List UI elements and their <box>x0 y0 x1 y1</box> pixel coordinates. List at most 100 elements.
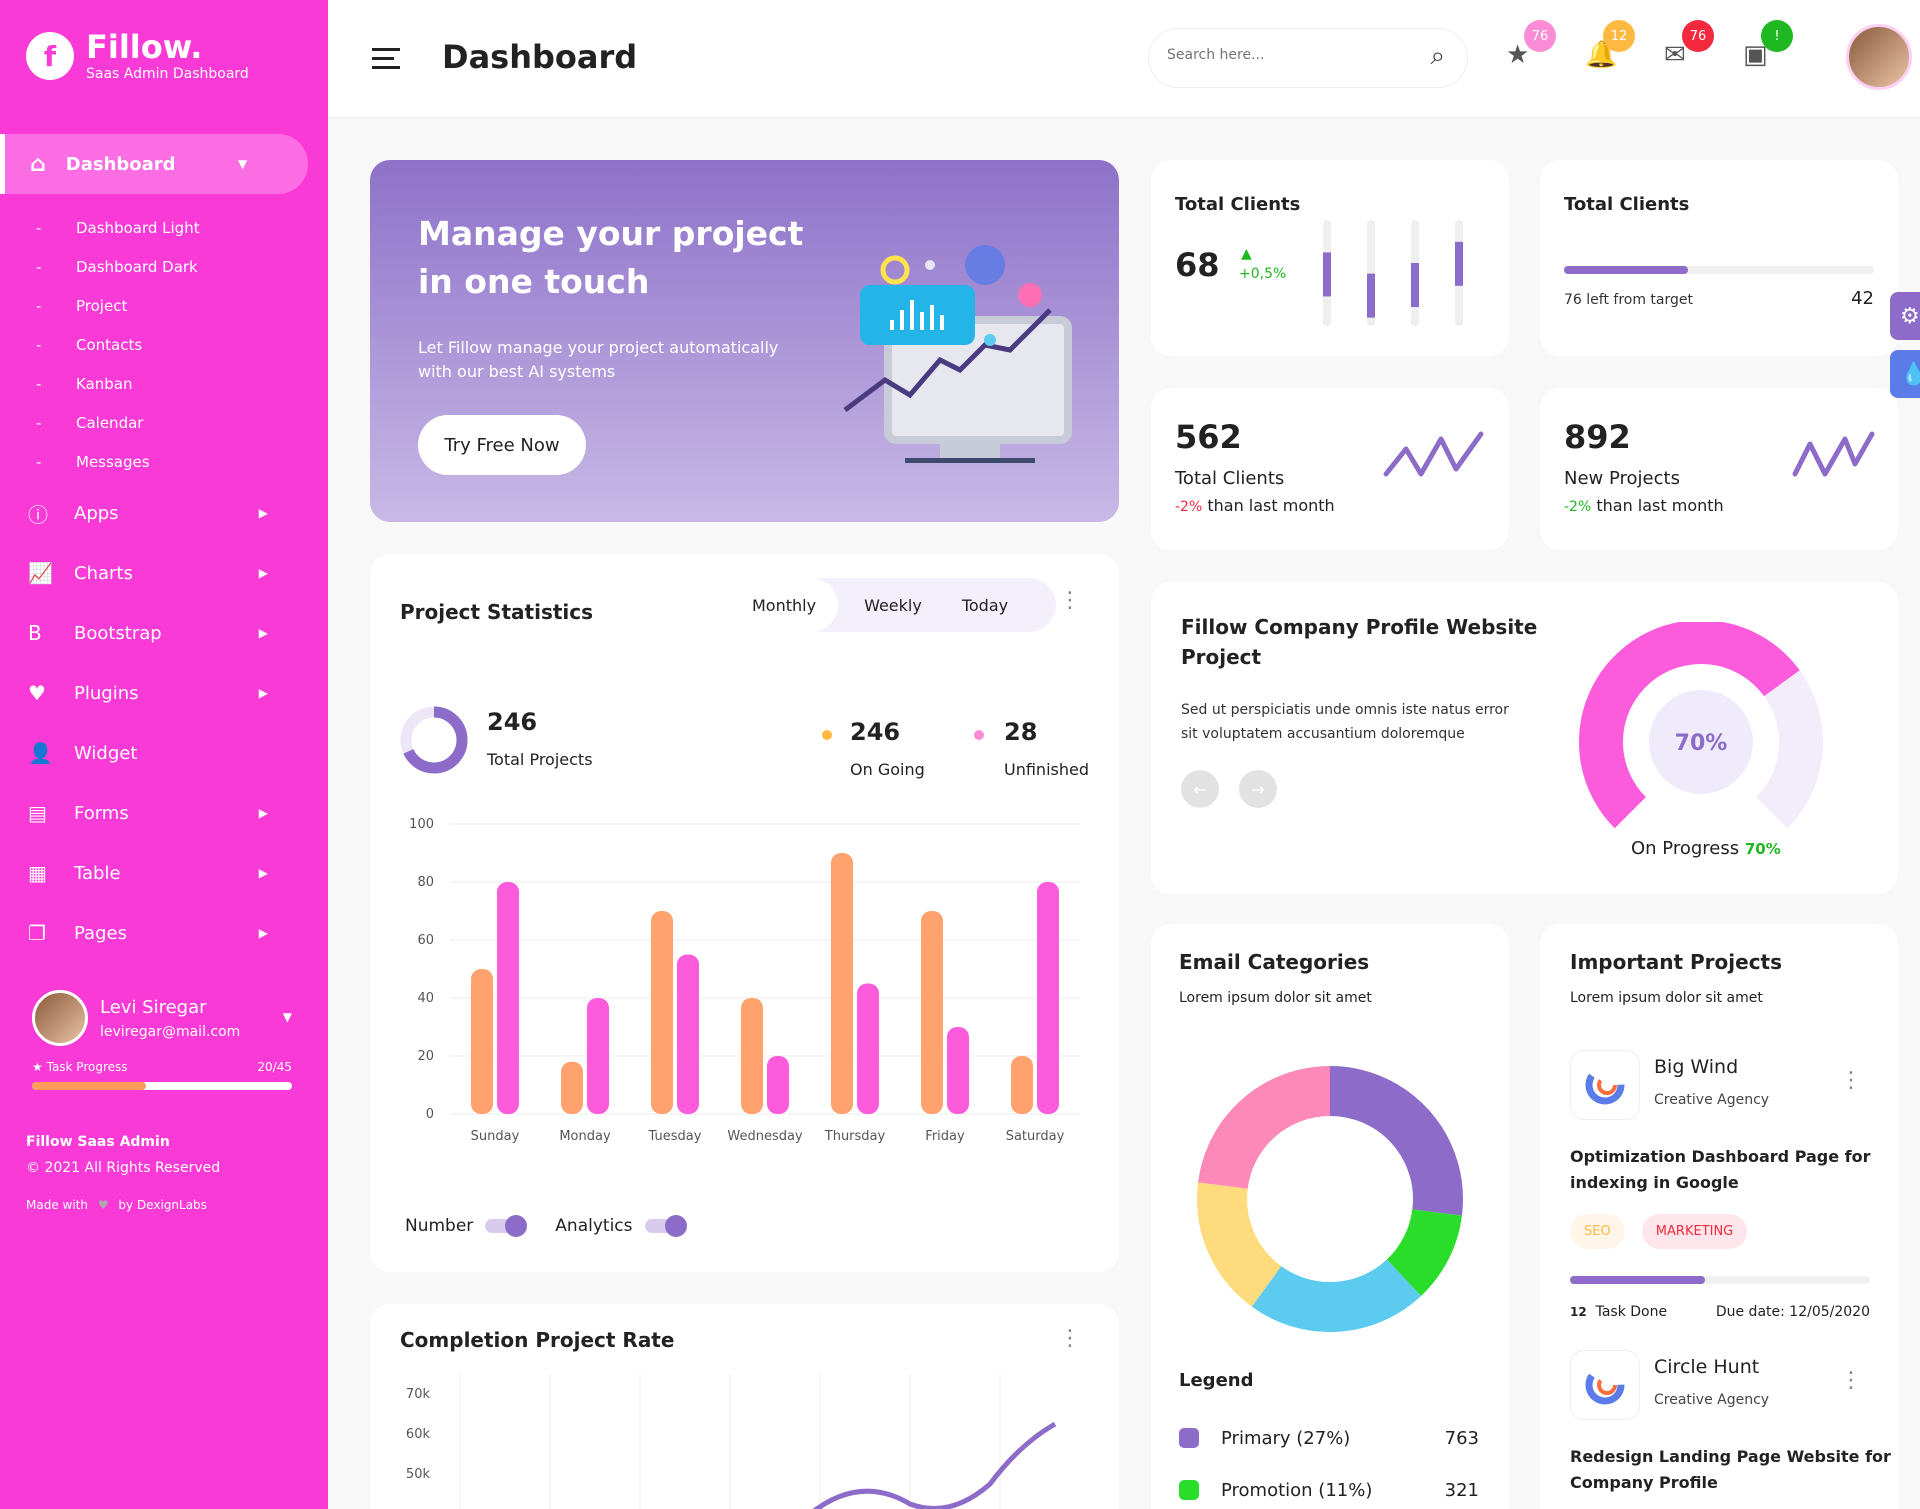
sidebar-item-label: Forms <box>74 802 129 824</box>
search-icon[interactable]: ⌕ <box>1430 41 1445 71</box>
status-label: On Progress <box>1631 838 1740 859</box>
more-options-icon[interactable]: ⋮ <box>1059 588 1081 613</box>
sidebar-item-bootstrap[interactable]: B Bootstrap ▶ <box>28 603 268 663</box>
dash-icon: - <box>36 296 42 315</box>
chevron-down-icon[interactable]: ▼ <box>282 1010 292 1024</box>
brand-logo[interactable]: f Fillow. Saas Admin Dashboard <box>26 30 249 82</box>
x-tick-label: Monday <box>559 1129 611 1144</box>
settings-button[interactable]: ⚙ <box>1890 292 1920 340</box>
project-logo <box>1570 1350 1640 1420</box>
bar-analytics <box>587 998 609 1114</box>
droplet-icon: 💧 <box>1900 361 1920 387</box>
y-tick-label: 70k <box>406 1387 431 1402</box>
footer-title: Fillow Saas Admin <box>26 1134 170 1150</box>
star-icon[interactable]: ★ <box>1506 40 1530 70</box>
project-desc-line1: Redesign Landing Page Website for <box>1570 1447 1891 1466</box>
legend-label: Promotion (11%) <box>1221 1479 1373 1501</box>
clients-value: 562 <box>1175 418 1242 456</box>
gauge-value: 70% <box>1675 731 1728 756</box>
legend-swatch <box>1179 1480 1199 1500</box>
file-icon: ▤ <box>28 801 47 825</box>
sidebar-item-table[interactable]: ▦ Table ▶ <box>28 843 268 903</box>
completion-line-chart: 70k 60k 50k <box>406 1374 1057 1509</box>
previous-button[interactable]: ← <box>1181 770 1219 808</box>
bar-number <box>651 911 673 1114</box>
submenu-item[interactable]: - Dashboard Dark <box>36 247 200 286</box>
y-tick-label: 80 <box>417 875 434 890</box>
y-tick-label: 40 <box>417 991 434 1006</box>
more-options-icon[interactable]: ⋮ <box>1059 1326 1081 1351</box>
card-title: Completion Project Rate <box>400 1328 675 1352</box>
donut-slice <box>1251 1258 1422 1332</box>
completion-line <box>812 1421 1057 1509</box>
submenu-item[interactable]: - Project <box>36 286 200 325</box>
sidebar-item-widget[interactable]: 👤 Widget <box>28 723 268 783</box>
x-tick-label: Friday <box>925 1129 965 1144</box>
avatar[interactable] <box>32 990 88 1046</box>
target-progress-bar <box>1564 266 1874 274</box>
home-icon: ⌂ <box>30 151 46 177</box>
heart-icon: ♥ <box>97 1198 109 1212</box>
project-bar-chart: 0 20 40 60 80 100 Sunday Monday Tuesday Wednesday… <box>409 817 1080 1144</box>
hamburger-icon[interactable] <box>372 48 400 69</box>
project-text-line1: Sed ut perspiciatis unde omnis iste natu… <box>1181 702 1509 718</box>
gear-icon: ⚙ <box>1900 303 1920 329</box>
more-options-icon[interactable]: ⋮ <box>1840 1368 1862 1393</box>
bar-number <box>471 969 493 1114</box>
user-check-icon: 👤 <box>28 741 53 765</box>
donut-slice <box>1197 1182 1282 1307</box>
dash-icon: - <box>36 452 42 471</box>
next-button[interactable]: → <box>1239 770 1277 808</box>
notification-badge: 12 <box>1603 20 1635 52</box>
submenu-item[interactable]: - Dashboard Light <box>36 208 200 247</box>
search-input[interactable] <box>1167 47 1397 63</box>
analytics-toggle-label: Analytics <box>555 1216 633 1236</box>
number-toggle[interactable] <box>485 1215 528 1237</box>
sidebar-item-forms[interactable]: ▤ Forms ▶ <box>28 783 268 843</box>
chevron-right-icon: ▶ <box>258 566 268 580</box>
ongoing-label: On Going <box>850 760 925 779</box>
seo-tag[interactable]: SEO <box>1570 1214 1625 1249</box>
chart-icon: 📈 <box>28 561 53 585</box>
bar-analytics <box>947 1027 969 1114</box>
sidebar-item-pages[interactable]: ❐ Pages ▶ <box>28 903 268 963</box>
hero-text-line2: with our best AI systems <box>418 362 616 381</box>
bar-number <box>561 1061 583 1114</box>
analytics-toggle[interactable] <box>644 1215 687 1237</box>
marketing-tag[interactable]: MARKETING <box>1641 1214 1748 1249</box>
sidebar-item-apps[interactable]: ⓘ Apps ▶ <box>28 483 268 543</box>
sidebar-item-dashboard[interactable]: ⌂ Dashboard ▼ <box>0 134 308 194</box>
tab-weekly[interactable]: Weekly <box>864 595 922 615</box>
submenu-item[interactable]: - Contacts <box>36 325 200 364</box>
more-options-icon[interactable]: ⋮ <box>1840 1068 1862 1093</box>
target-value: 42 <box>1851 288 1874 309</box>
tab-today[interactable]: Today <box>961 595 1009 615</box>
task-progress-fill <box>32 1082 147 1090</box>
task-progress-value: 20/45 <box>257 1060 292 1074</box>
submenu-item[interactable]: - Kanban <box>36 364 200 403</box>
submenu-item[interactable]: - Calendar <box>36 403 200 442</box>
unfinished-value: 28 <box>1004 718 1038 746</box>
bar-number <box>1011 1056 1033 1114</box>
total-projects-value: 246 <box>487 708 538 736</box>
theme-button[interactable]: 💧 <box>1890 350 1920 398</box>
project-statistics-card: Project Statistics Monthly Weekly Today … <box>370 554 1119 1272</box>
card-title: Total Clients <box>1175 194 1301 215</box>
brand-subtitle: Saas Admin Dashboard <box>86 66 249 82</box>
sidebar-footer: Fillow Saas Admin © 2021 All Rights Rese… <box>26 1134 220 1212</box>
chevron-right-icon: ▶ <box>258 866 268 880</box>
sidebar-item-label: Plugins <box>74 682 139 704</box>
email-categories-card: Email Categories Lorem ipsum dolor sit a… <box>1151 924 1509 1509</box>
gauge-fill <box>1579 622 1800 829</box>
sidebar-item-plugins[interactable]: ♥ Plugins ▶ <box>28 663 268 723</box>
mail-icon[interactable]: ✉ <box>1664 40 1686 70</box>
submenu-item-label: Project <box>76 296 128 315</box>
tab-monthly[interactable]: Monthly <box>730 578 839 632</box>
important-projects-card: Important Projects Lorem ipsum dolor sit… <box>1540 924 1898 1509</box>
try-free-button[interactable]: Try Free Now <box>418 415 586 475</box>
header-avatar[interactable] <box>1846 24 1912 90</box>
submenu-item[interactable]: - Messages <box>36 442 200 481</box>
sidebar-item-charts[interactable]: 📈 Charts ▶ <box>28 543 268 603</box>
user-name: Levi Siregar <box>100 996 207 1018</box>
chevron-right-icon: ▶ <box>258 686 268 700</box>
